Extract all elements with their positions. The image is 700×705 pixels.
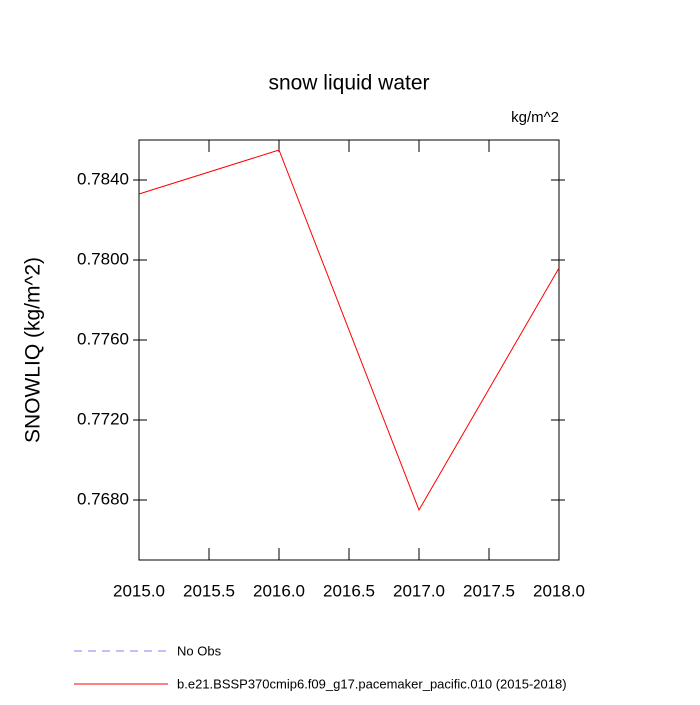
y-tick-label: 0.7840 [77,169,129,188]
x-tick-label: 2018.0 [533,581,585,600]
y-axis-label: SNOWLIQ (kg/m^2) [22,257,45,443]
chart-title: snow liquid water [268,72,429,95]
x-tick-label: 2015.5 [183,581,235,600]
y-tick-label: 0.7680 [77,489,129,508]
x-tick-label: 2016.0 [253,581,305,600]
x-tick-label: 2015.0 [113,581,165,600]
y-tick-label: 0.7720 [77,409,129,428]
x-tick-label: 2017.0 [393,581,445,600]
obs-legend-label: No Obs [177,643,222,658]
y-tick-label: 0.7800 [77,249,129,268]
units-label: kg/m^2 [511,109,559,126]
legend-label: b.e21.BSSP370cmip6.f09_g17.pacemaker_pac… [177,676,567,691]
x-tick-label: 2017.5 [463,581,515,600]
y-tick-label: 0.7760 [77,329,129,348]
x-tick-label: 2016.5 [323,581,375,600]
data-line [138,149,560,512]
